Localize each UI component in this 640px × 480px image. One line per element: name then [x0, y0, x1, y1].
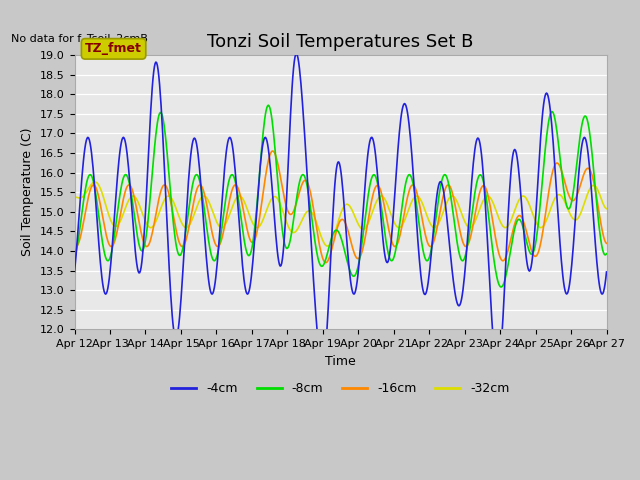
Text: TZ_fmet: TZ_fmet	[85, 42, 142, 55]
X-axis label: Time: Time	[325, 355, 356, 368]
Y-axis label: Soil Temperature (C): Soil Temperature (C)	[22, 128, 35, 256]
Text: No data for f_Tsoil_2cmB: No data for f_Tsoil_2cmB	[11, 33, 148, 44]
Legend: -4cm, -8cm, -16cm, -32cm: -4cm, -8cm, -16cm, -32cm	[166, 377, 515, 400]
Title: Tonzi Soil Temperatures Set B: Tonzi Soil Temperatures Set B	[207, 33, 474, 51]
